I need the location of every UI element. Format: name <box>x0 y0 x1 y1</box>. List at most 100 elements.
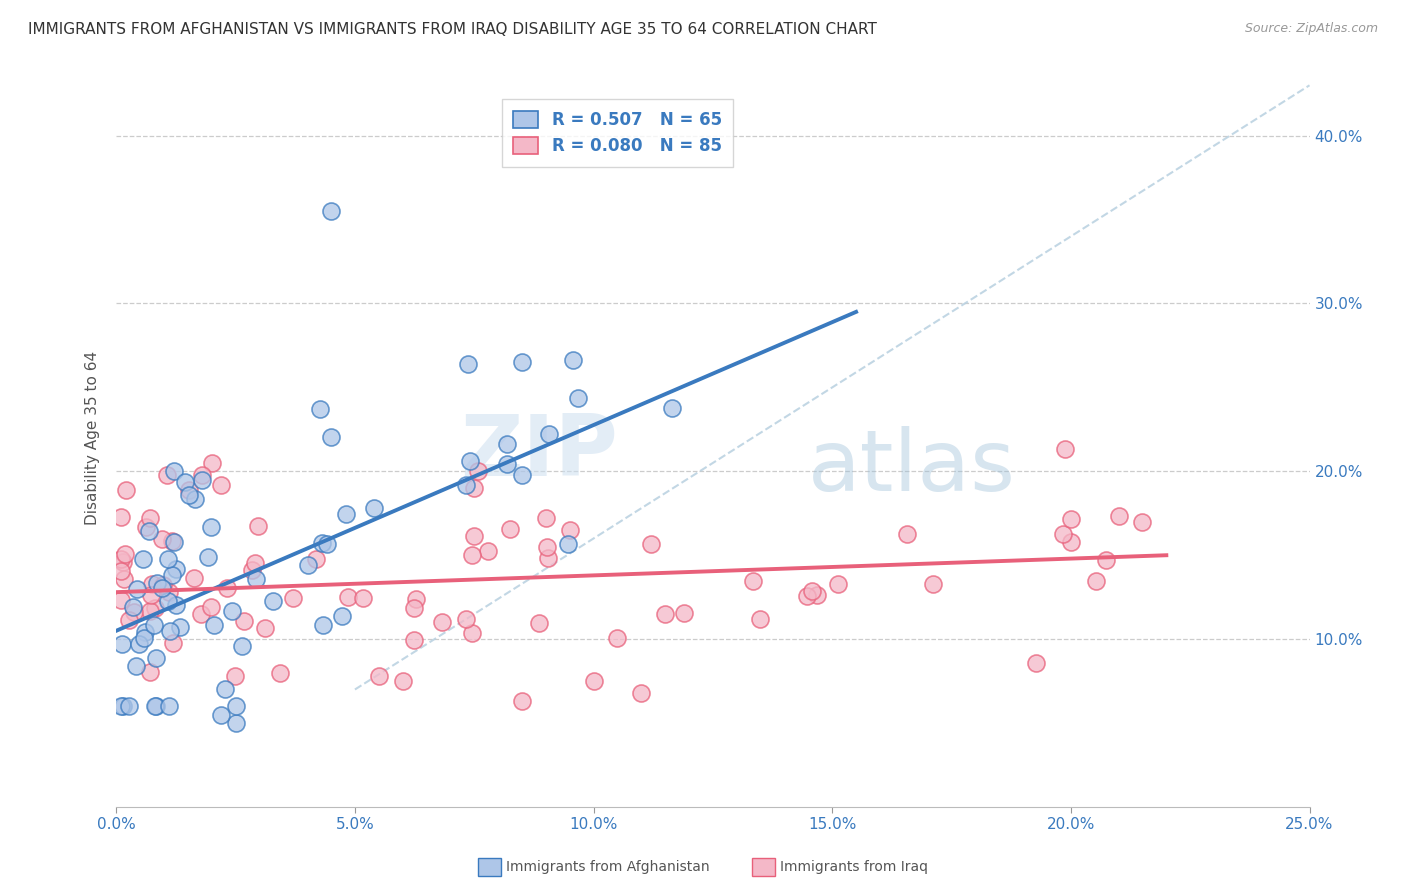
Point <box>405 591 427 606</box>
Point <box>224 669 246 683</box>
Point <box>352 591 374 606</box>
Point <box>801 583 824 598</box>
Point <box>110 509 132 524</box>
Point <box>118 613 141 627</box>
Point <box>245 572 267 586</box>
Point <box>1025 656 1047 670</box>
Point <box>363 501 385 516</box>
Point <box>169 619 191 633</box>
Point <box>111 699 134 714</box>
Point <box>221 603 243 617</box>
Point <box>157 699 180 714</box>
Text: Source: ZipAtlas.com: Source: ZipAtlas.com <box>1244 22 1378 36</box>
Point <box>312 618 335 632</box>
Point <box>243 556 266 570</box>
Point <box>1053 442 1076 456</box>
Point <box>921 576 943 591</box>
Point <box>463 529 485 543</box>
Point <box>179 488 201 502</box>
Point <box>311 536 333 550</box>
Point <box>467 464 489 478</box>
Point <box>510 467 533 482</box>
Point <box>191 473 214 487</box>
Point <box>262 594 284 608</box>
Point <box>145 650 167 665</box>
Point <box>630 686 652 700</box>
Point <box>184 492 207 507</box>
Point <box>150 581 173 595</box>
Point <box>337 590 360 604</box>
Point <box>335 507 357 521</box>
Point <box>582 674 605 689</box>
Point <box>319 429 342 443</box>
Point <box>458 454 481 468</box>
Point <box>209 477 232 491</box>
Point <box>165 562 187 576</box>
Point <box>159 624 181 639</box>
Point <box>142 618 165 632</box>
Point <box>139 511 162 525</box>
Point <box>510 694 533 708</box>
Point <box>457 357 479 371</box>
Point <box>527 616 550 631</box>
Point <box>135 520 157 534</box>
Point <box>163 535 186 549</box>
Point <box>134 625 156 640</box>
Point <box>139 665 162 680</box>
Point <box>156 467 179 482</box>
Point <box>558 523 581 537</box>
Point <box>146 576 169 591</box>
Point <box>138 604 160 618</box>
Point <box>332 608 354 623</box>
Point <box>145 699 167 714</box>
Point <box>391 674 413 689</box>
Point <box>567 392 589 406</box>
Point <box>200 599 222 614</box>
Point <box>114 483 136 498</box>
Point <box>112 572 135 586</box>
Point <box>157 584 180 599</box>
Point <box>430 615 453 630</box>
Point <box>128 637 150 651</box>
Point <box>160 567 183 582</box>
Point <box>214 681 236 696</box>
Point <box>562 352 585 367</box>
Point <box>152 578 174 592</box>
Point <box>495 437 517 451</box>
Point <box>454 478 477 492</box>
Point <box>240 563 263 577</box>
Point <box>402 600 425 615</box>
Point <box>125 658 148 673</box>
Point <box>1052 527 1074 541</box>
Point <box>132 631 155 645</box>
Point <box>269 666 291 681</box>
Point <box>477 544 499 558</box>
Point <box>1132 515 1154 529</box>
Point <box>308 402 330 417</box>
Point <box>191 467 214 482</box>
Point <box>156 593 179 607</box>
Point <box>190 607 212 621</box>
Text: ZIP: ZIP <box>460 411 617 494</box>
Point <box>183 571 205 585</box>
Point <box>145 699 167 714</box>
Point <box>281 591 304 606</box>
Point <box>896 527 918 541</box>
Point <box>1095 553 1118 567</box>
Point <box>143 600 166 615</box>
Point <box>463 481 485 495</box>
Point <box>499 522 522 536</box>
Point <box>139 588 162 602</box>
Point <box>150 533 173 547</box>
Text: Immigrants from Afghanistan: Immigrants from Afghanistan <box>506 860 710 874</box>
Point <box>215 582 238 596</box>
Point <box>672 606 695 620</box>
Legend: R = 0.507   N = 65, R = 0.080   N = 85: R = 0.507 N = 65, R = 0.080 N = 85 <box>502 99 734 167</box>
Point <box>138 524 160 538</box>
Point <box>247 519 270 533</box>
Point <box>117 699 139 714</box>
Point <box>557 537 579 551</box>
Point <box>232 614 254 628</box>
Point <box>114 547 136 561</box>
Point <box>162 464 184 478</box>
